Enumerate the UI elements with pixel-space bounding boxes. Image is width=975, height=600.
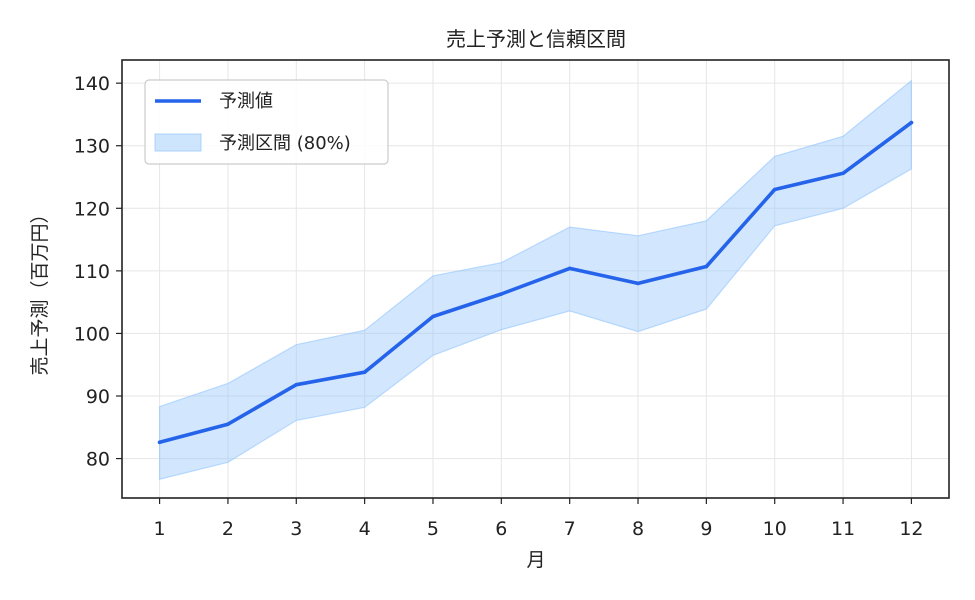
x-tick-label: 11	[831, 518, 855, 540]
series-layer	[157, 79, 914, 480]
x-tick-label: 10	[763, 518, 787, 540]
forecast-point	[362, 370, 367, 375]
forecast-point	[499, 292, 504, 296]
x-tick-label: 6	[495, 518, 507, 540]
forecast-point	[704, 264, 709, 269]
forecast-point	[294, 382, 299, 387]
forecast-point	[909, 120, 914, 125]
forecast-line	[157, 120, 914, 445]
x-tick-label: 8	[632, 518, 644, 540]
y-tick-label: 90	[86, 386, 110, 408]
plot-frame	[121, 59, 950, 499]
legend-label-forecast: 予測値	[219, 91, 273, 112]
x-axis-label: 月	[526, 549, 545, 571]
legend-label-interval: 予測区間 (80%)	[219, 133, 351, 154]
y-tick-label: 130	[74, 136, 110, 158]
x-tick-label: 5	[427, 518, 439, 540]
y-tick-label: 100	[74, 323, 110, 345]
y-tick-label: 120	[74, 198, 110, 220]
x-tick-label: 12	[899, 518, 923, 540]
x-tick-label: 2	[222, 518, 234, 540]
x-tick-label: 3	[290, 518, 302, 540]
x-tick-label: 9	[700, 518, 712, 540]
legend-band-swatch	[154, 133, 202, 152]
forecast-point	[567, 266, 572, 271]
y-tick-label: 80	[86, 449, 110, 471]
forecast-point	[772, 187, 777, 192]
forecast-point	[157, 440, 162, 445]
forecast-point	[841, 171, 845, 176]
legend-box	[144, 79, 389, 165]
chart-title: 売上予測と信頼区間	[446, 27, 626, 51]
forecast-point	[636, 281, 640, 286]
x-tick-label: 7	[564, 518, 576, 540]
legend: 予測値 予測区間 (80%)	[144, 79, 389, 165]
forecast-point	[226, 422, 230, 426]
y-axis-ticks: 80 90 100 110 120 130 140	[74, 73, 122, 471]
y-tick-label: 110	[74, 261, 110, 283]
y-axis-label: 売上予測（百万円）	[29, 204, 51, 375]
forecast-point	[431, 314, 435, 319]
x-tick-label: 1	[154, 518, 166, 540]
x-axis-ticks: 1 2 3 4 5 6 7 8 9 10 11 12	[154, 498, 924, 540]
x-tick-label: 4	[359, 518, 371, 540]
y-tick-label: 140	[74, 73, 110, 95]
